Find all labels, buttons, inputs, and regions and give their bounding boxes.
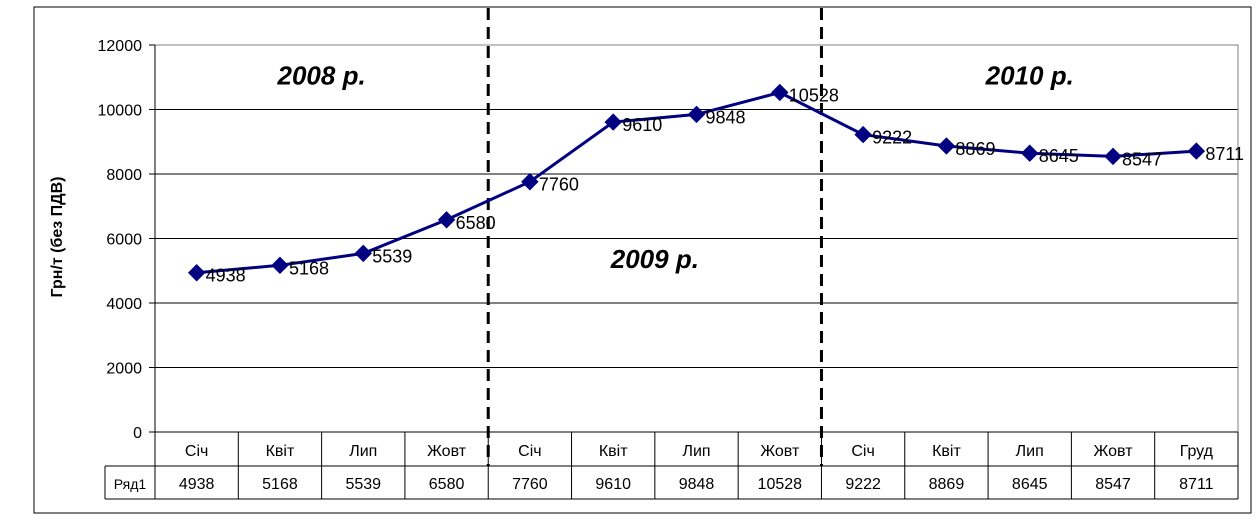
x-tick-label: Жовт: [427, 443, 467, 460]
y-tick-label: 12000: [98, 38, 143, 55]
data-label: 9222: [872, 128, 912, 148]
data-point: [1021, 144, 1039, 162]
table-value: 8711: [1179, 476, 1214, 493]
x-tick-label: Лип: [349, 443, 377, 460]
data-point: [937, 137, 956, 155]
x-tick-label: Квіт: [932, 443, 961, 460]
x-tick-label: Квіт: [599, 443, 628, 460]
period-annotation: 2010 р.: [985, 60, 1074, 90]
table-value: 7760: [512, 476, 548, 493]
table-value: 4938: [179, 476, 215, 493]
data-label: 10528: [789, 85, 839, 105]
table-value: 5168: [262, 476, 298, 493]
table-value: 8645: [1012, 476, 1048, 493]
period-annotations: 2008 р. 2009 р. 2010 р.: [277, 60, 1074, 274]
data-point: [687, 105, 706, 124]
data-label: 8869: [955, 139, 995, 159]
table-series-name: Ряд1: [114, 476, 147, 492]
period-annotation: 2008 р.: [277, 60, 366, 90]
chart-frame: [33, 6, 1252, 514]
data-label: 4938: [206, 266, 246, 286]
y-tick-label: 8000: [106, 167, 142, 184]
y-tick-label: 0: [133, 425, 142, 442]
data-label: 5539: [372, 246, 412, 266]
table-value: 9222: [845, 476, 881, 493]
table-value: 8869: [929, 476, 965, 493]
y-tick-labels: 0 2000 4000 6000 8000 10000 12000: [98, 38, 143, 442]
table-value: 5539: [345, 476, 381, 493]
table-value: 10528: [758, 476, 803, 493]
x-tick-label: Січ: [185, 443, 208, 460]
y-axis-title: Грн/т (без ПДВ): [49, 177, 66, 298]
data-point: [437, 211, 456, 229]
data-point: [1187, 142, 1206, 160]
data-label: 5168: [289, 258, 329, 278]
x-tick-label: Квіт: [266, 443, 295, 460]
y-tick-label: 4000: [106, 296, 142, 313]
table-value: 9848: [679, 476, 715, 493]
data-points: [187, 83, 1206, 282]
data-point: [1104, 147, 1122, 166]
data-label: 8547: [1122, 149, 1162, 169]
data-labels: 4938 5168 5539 6580 7760 9610 9848 10528 9222 886…: [206, 85, 1244, 285]
y-tick-label: 10000: [98, 103, 143, 120]
data-point: [521, 173, 539, 191]
table-value: 9610: [595, 476, 631, 493]
x-tick-label: Жовт: [760, 443, 800, 460]
x-tick-label: Лип: [1016, 443, 1044, 460]
table-value: 6580: [429, 476, 465, 493]
data-point: [771, 83, 789, 102]
x-tick-label: Січ: [851, 443, 874, 460]
data-label: 9610: [622, 115, 662, 135]
data-label: 8645: [1039, 146, 1079, 166]
table-value: 8547: [1095, 476, 1131, 493]
data-label: 7760: [539, 175, 579, 195]
y-tick-label: 2000: [106, 361, 142, 378]
data-point: [604, 113, 622, 131]
x-tick-label: Лип: [682, 443, 710, 460]
period-dividers: [486, 8, 823, 466]
data-table: Січ 4938 Квіт 5168 Лип 5539 Жовт 6580 Січ 7760 Кві…: [104, 431, 1239, 500]
x-tick-label: Груд: [1180, 443, 1214, 460]
data-point: [187, 264, 206, 282]
data-point: [354, 244, 372, 263]
data-label: 9848: [706, 107, 746, 127]
data-label: 8711: [1205, 144, 1244, 164]
data-point: [854, 125, 872, 144]
period-annotation: 2009 р.: [610, 244, 699, 274]
x-tick-label: Січ: [518, 443, 541, 460]
data-point: [271, 256, 289, 275]
data-label: 6580: [456, 213, 496, 233]
y-tick-label: 6000: [106, 232, 142, 249]
x-tick-label: Жовт: [1094, 443, 1134, 460]
